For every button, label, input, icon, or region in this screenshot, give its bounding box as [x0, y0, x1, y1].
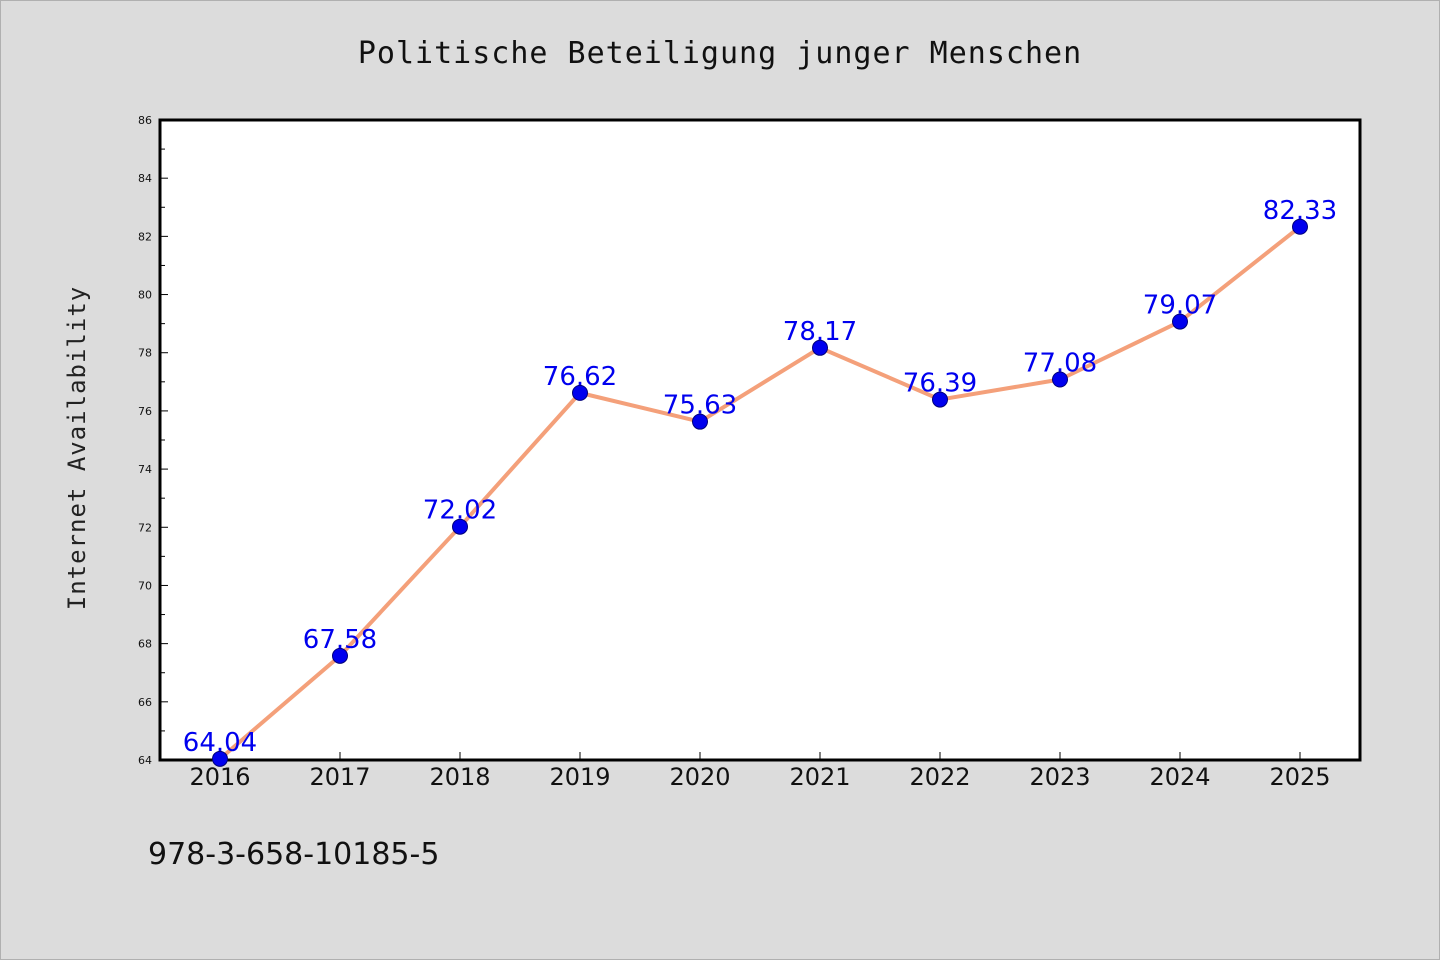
- y-tick-label: 72: [138, 521, 152, 534]
- data-point: [1172, 313, 1188, 330]
- x-tick-label: 2016: [189, 763, 250, 791]
- y-axis-ticks: 64 66 68 70 72 74 76 78 80 82 84 86: [138, 114, 168, 767]
- y-tick-label: 64: [138, 754, 152, 767]
- y-axis-label: Internet Availability: [63, 286, 91, 610]
- data-point: [1052, 371, 1068, 388]
- data-point: [332, 647, 348, 664]
- y-tick-label: 78: [138, 347, 152, 360]
- y-tick-label: 84: [138, 172, 152, 185]
- y-tick-label: 68: [138, 638, 152, 651]
- x-tick-label: 2019: [549, 763, 610, 791]
- data-label: 76.62: [543, 362, 617, 392]
- data-point: [692, 413, 708, 430]
- y-tick-label: 66: [138, 696, 152, 709]
- chart-title: Politische Beteiligung junger Menschen: [358, 36, 1082, 71]
- data-point: [932, 391, 948, 408]
- y-tick-label: 76: [138, 405, 152, 418]
- y-tick-label: 74: [138, 463, 152, 476]
- data-labels-layer: 64.04 67.58 72.02 76.62 75.63 78.17 76.39 77.08…: [183, 196, 1337, 758]
- data-point: [812, 339, 828, 356]
- y-tick-label: 82: [138, 230, 152, 243]
- x-tick-label: 2018: [429, 763, 490, 791]
- data-label: 77.08: [1023, 348, 1097, 378]
- x-tick-label: 2025: [1269, 763, 1330, 791]
- data-label: 76.39: [903, 369, 977, 399]
- y-tick-label: 70: [138, 579, 152, 592]
- data-label: 75.63: [663, 391, 737, 421]
- y-tick-label: 86: [138, 114, 152, 127]
- data-point: [452, 518, 468, 535]
- plot-area: [158, 118, 1362, 762]
- data-point: [1292, 218, 1308, 235]
- y-tick-label: 80: [138, 289, 152, 302]
- x-tick-label: 2021: [789, 763, 850, 791]
- x-tick-label: 2023: [1029, 763, 1090, 791]
- data-label: 79.07: [1143, 291, 1217, 321]
- series-line: [218, 225, 1302, 761]
- x-axis-ticks: 2016 2017 2018 2019 2020 2021 2022 2023 2024 2025: [189, 752, 1331, 791]
- x-tick-label: 2017: [309, 763, 370, 791]
- x-tick-label: 2024: [1149, 763, 1210, 791]
- data-label: 72.02: [423, 496, 497, 526]
- isbn-annotation: 978-3-658-10185-5: [148, 837, 439, 872]
- x-tick-label: 2022: [909, 763, 970, 791]
- series-layer: [212, 218, 1308, 767]
- data-label: 64.04: [183, 728, 257, 758]
- x-tick-label: 2020: [669, 763, 730, 791]
- data-label: 67.58: [303, 625, 377, 655]
- data-label: 78.17: [783, 317, 857, 347]
- data-point: [572, 384, 588, 401]
- data-label: 82.33: [1263, 196, 1337, 226]
- data-point: [212, 750, 228, 767]
